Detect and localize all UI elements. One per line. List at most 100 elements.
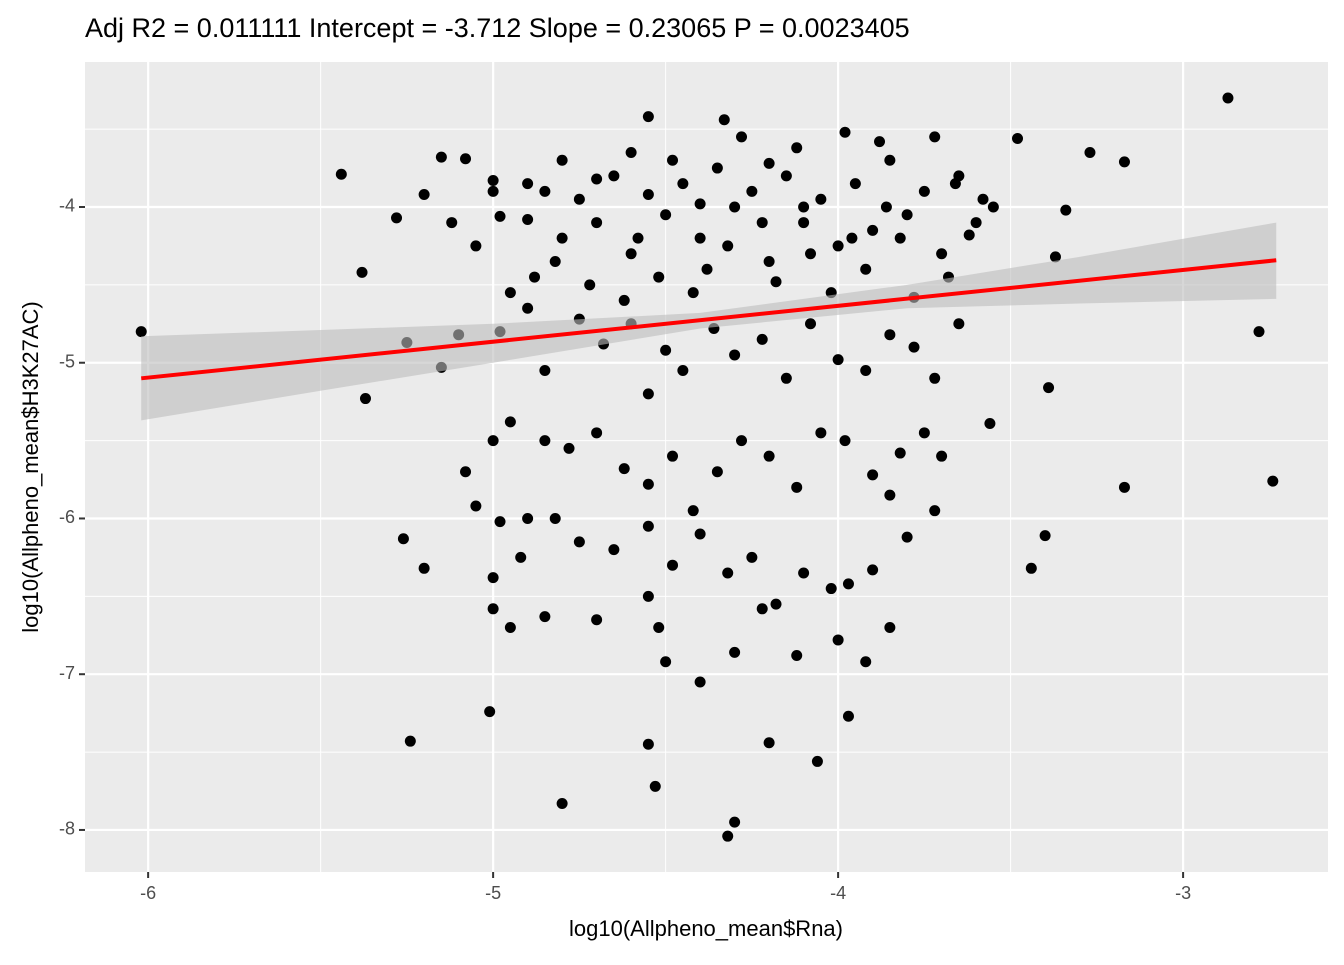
point bbox=[632, 232, 644, 244]
point bbox=[1118, 156, 1130, 168]
point bbox=[556, 154, 568, 166]
point bbox=[815, 193, 827, 205]
confidence-band bbox=[141, 222, 1277, 421]
point bbox=[711, 162, 723, 174]
point bbox=[987, 201, 999, 213]
point bbox=[842, 578, 854, 590]
point bbox=[839, 435, 851, 447]
point bbox=[642, 478, 654, 490]
point bbox=[701, 263, 713, 275]
point bbox=[397, 533, 409, 545]
point bbox=[918, 427, 930, 439]
point bbox=[729, 201, 741, 213]
point bbox=[660, 656, 672, 668]
point bbox=[860, 365, 872, 377]
point bbox=[1084, 146, 1096, 158]
point bbox=[860, 656, 872, 668]
point bbox=[687, 287, 699, 299]
point bbox=[504, 621, 516, 633]
point bbox=[667, 559, 679, 571]
y-tick-label: -6 bbox=[59, 507, 75, 527]
point bbox=[894, 447, 906, 459]
point bbox=[791, 142, 803, 154]
point bbox=[846, 232, 858, 244]
point bbox=[894, 232, 906, 244]
point bbox=[746, 551, 758, 563]
point bbox=[573, 536, 585, 548]
point bbox=[963, 229, 975, 241]
point bbox=[901, 209, 913, 221]
point bbox=[880, 201, 892, 213]
point bbox=[918, 185, 930, 197]
panel bbox=[85, 62, 1328, 872]
point bbox=[539, 185, 551, 197]
point bbox=[625, 248, 637, 260]
point bbox=[756, 333, 768, 345]
point bbox=[953, 318, 965, 330]
point bbox=[504, 287, 516, 299]
point bbox=[446, 217, 458, 229]
point bbox=[653, 271, 665, 283]
point bbox=[494, 516, 506, 528]
point bbox=[522, 512, 534, 524]
chart-title: Adj R2 = 0.011111 Intercept = -3.712 Slo… bbox=[85, 13, 910, 43]
point bbox=[763, 450, 775, 462]
x-tick-label: -3 bbox=[1175, 883, 1191, 903]
point bbox=[832, 240, 844, 252]
y-tick-label: -4 bbox=[59, 196, 75, 216]
point bbox=[756, 603, 768, 615]
point bbox=[1222, 92, 1234, 104]
point bbox=[625, 146, 637, 158]
point bbox=[460, 466, 472, 478]
point bbox=[1060, 204, 1072, 216]
point bbox=[660, 344, 672, 356]
x-tick-label: -4 bbox=[830, 883, 846, 903]
point bbox=[884, 621, 896, 633]
point bbox=[694, 528, 706, 540]
point bbox=[936, 248, 948, 260]
point bbox=[418, 562, 430, 574]
point bbox=[884, 489, 896, 501]
point bbox=[1049, 251, 1061, 263]
point bbox=[867, 469, 879, 481]
point bbox=[770, 598, 782, 610]
point bbox=[832, 634, 844, 646]
point bbox=[660, 209, 672, 221]
point bbox=[356, 266, 368, 278]
point bbox=[667, 450, 679, 462]
point bbox=[642, 388, 654, 400]
point bbox=[694, 232, 706, 244]
point bbox=[1012, 132, 1024, 144]
point bbox=[591, 427, 603, 439]
point bbox=[642, 111, 654, 123]
point bbox=[884, 154, 896, 166]
point bbox=[539, 365, 551, 377]
point bbox=[722, 830, 734, 842]
point bbox=[929, 131, 941, 143]
point bbox=[470, 240, 482, 252]
point bbox=[549, 512, 561, 524]
point bbox=[487, 435, 499, 447]
point bbox=[805, 248, 817, 260]
point bbox=[642, 520, 654, 532]
point bbox=[359, 393, 371, 405]
point bbox=[977, 193, 989, 205]
point bbox=[949, 178, 961, 190]
point bbox=[718, 114, 730, 126]
point bbox=[729, 646, 741, 658]
point bbox=[484, 706, 496, 718]
point bbox=[642, 738, 654, 750]
point bbox=[515, 551, 527, 563]
point bbox=[722, 567, 734, 579]
point bbox=[798, 201, 810, 213]
point bbox=[711, 466, 723, 478]
point bbox=[791, 481, 803, 493]
point bbox=[649, 780, 661, 792]
point bbox=[494, 210, 506, 222]
point bbox=[573, 193, 585, 205]
point bbox=[487, 185, 499, 197]
point bbox=[929, 505, 941, 517]
point bbox=[694, 676, 706, 688]
point bbox=[736, 131, 748, 143]
